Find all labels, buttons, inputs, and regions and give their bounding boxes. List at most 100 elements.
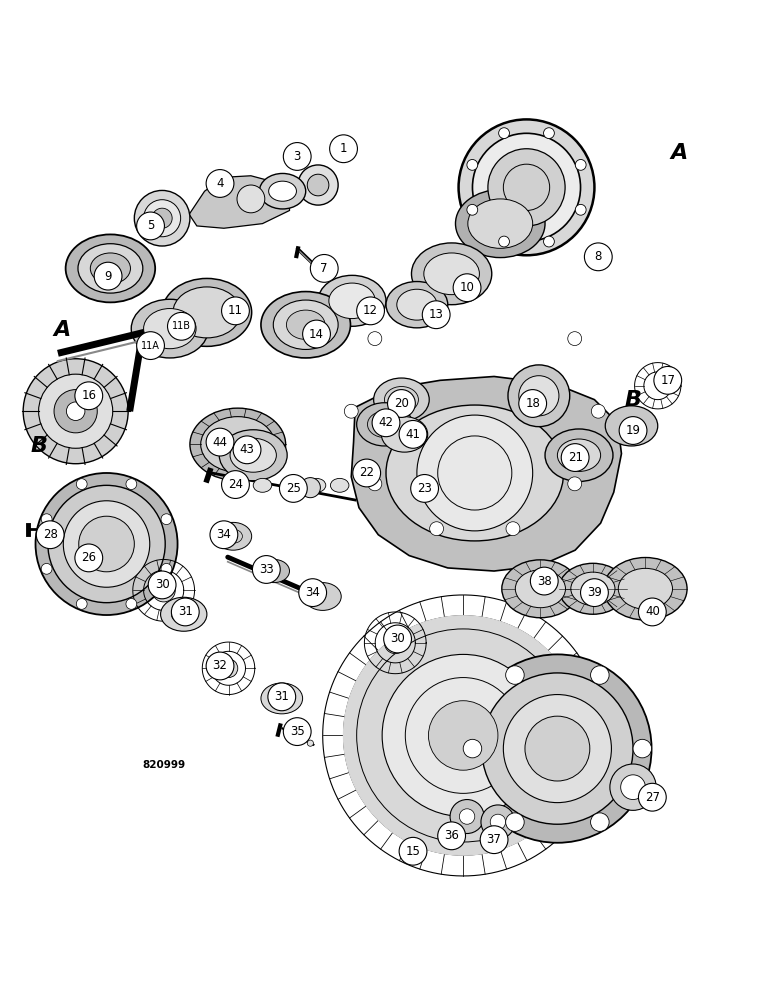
- Circle shape: [508, 365, 570, 427]
- Ellipse shape: [571, 572, 615, 605]
- Circle shape: [488, 149, 565, 226]
- Ellipse shape: [215, 522, 252, 550]
- Circle shape: [148, 571, 176, 599]
- Text: 11B: 11B: [172, 321, 191, 331]
- Ellipse shape: [386, 405, 564, 541]
- Circle shape: [292, 732, 298, 739]
- Circle shape: [467, 204, 478, 215]
- Circle shape: [161, 514, 172, 525]
- Ellipse shape: [259, 559, 290, 583]
- Text: 31: 31: [274, 690, 290, 703]
- Ellipse shape: [605, 406, 658, 446]
- Text: 35: 35: [290, 725, 305, 738]
- Circle shape: [137, 332, 164, 359]
- Circle shape: [171, 598, 199, 626]
- Text: 14: 14: [309, 328, 324, 341]
- Text: 17: 17: [660, 374, 676, 387]
- Ellipse shape: [259, 173, 306, 209]
- Circle shape: [638, 783, 666, 811]
- Text: 34: 34: [305, 586, 320, 599]
- Circle shape: [506, 522, 520, 536]
- Ellipse shape: [329, 283, 375, 319]
- Text: 23: 23: [417, 482, 432, 495]
- Text: 15: 15: [405, 845, 421, 858]
- Ellipse shape: [304, 583, 341, 610]
- Circle shape: [610, 764, 656, 810]
- Text: 11: 11: [228, 304, 243, 317]
- Circle shape: [137, 212, 164, 240]
- Text: 31: 31: [178, 605, 193, 618]
- Circle shape: [283, 143, 311, 170]
- Text: 16: 16: [81, 389, 96, 402]
- Ellipse shape: [90, 253, 130, 284]
- Ellipse shape: [374, 378, 429, 421]
- Circle shape: [237, 185, 265, 213]
- Circle shape: [268, 683, 296, 711]
- Text: 10: 10: [459, 281, 475, 294]
- Ellipse shape: [307, 478, 326, 492]
- Circle shape: [591, 404, 605, 418]
- Circle shape: [581, 579, 608, 607]
- Ellipse shape: [502, 560, 579, 618]
- Circle shape: [76, 599, 87, 609]
- Ellipse shape: [78, 244, 143, 293]
- Circle shape: [499, 236, 510, 247]
- Text: 39: 39: [587, 586, 602, 599]
- Text: 37: 37: [486, 833, 502, 846]
- Text: 3: 3: [293, 150, 301, 163]
- Ellipse shape: [515, 570, 565, 608]
- Text: 7: 7: [320, 262, 328, 275]
- Circle shape: [575, 204, 586, 215]
- Circle shape: [499, 128, 510, 139]
- Circle shape: [372, 409, 400, 437]
- Circle shape: [530, 567, 558, 595]
- Text: 4: 4: [216, 177, 224, 190]
- Circle shape: [399, 837, 427, 865]
- Circle shape: [310, 255, 338, 282]
- Ellipse shape: [261, 292, 350, 358]
- Circle shape: [490, 814, 506, 830]
- Circle shape: [399, 420, 427, 448]
- Circle shape: [633, 739, 652, 758]
- Circle shape: [382, 654, 544, 817]
- Circle shape: [567, 332, 581, 346]
- Circle shape: [126, 599, 137, 609]
- Circle shape: [506, 666, 524, 684]
- Text: 25: 25: [286, 482, 301, 495]
- Circle shape: [126, 479, 137, 489]
- Text: 9: 9: [104, 270, 112, 283]
- Circle shape: [619, 417, 647, 444]
- Circle shape: [36, 473, 178, 615]
- Circle shape: [567, 477, 581, 491]
- Circle shape: [36, 521, 64, 549]
- Circle shape: [206, 652, 234, 680]
- Text: B: B: [625, 390, 642, 410]
- Circle shape: [417, 415, 533, 531]
- Circle shape: [467, 159, 478, 170]
- Circle shape: [252, 556, 280, 583]
- Circle shape: [41, 563, 52, 574]
- Circle shape: [472, 133, 581, 241]
- Ellipse shape: [557, 439, 601, 471]
- Text: 43: 43: [239, 443, 255, 456]
- Ellipse shape: [261, 683, 303, 714]
- Ellipse shape: [144, 309, 196, 349]
- Text: 41: 41: [405, 428, 421, 441]
- Circle shape: [210, 521, 238, 549]
- Circle shape: [206, 170, 234, 197]
- Ellipse shape: [190, 408, 286, 481]
- Circle shape: [134, 190, 190, 246]
- Circle shape: [506, 813, 524, 831]
- Text: 20: 20: [394, 397, 409, 410]
- Ellipse shape: [411, 243, 492, 305]
- Text: 28: 28: [42, 528, 58, 541]
- Circle shape: [144, 200, 181, 237]
- Circle shape: [621, 775, 645, 800]
- Circle shape: [575, 159, 586, 170]
- Ellipse shape: [280, 478, 299, 492]
- Ellipse shape: [201, 417, 275, 472]
- Circle shape: [591, 813, 609, 831]
- Circle shape: [79, 516, 134, 572]
- Text: 42: 42: [378, 416, 394, 429]
- Text: 21: 21: [567, 451, 583, 464]
